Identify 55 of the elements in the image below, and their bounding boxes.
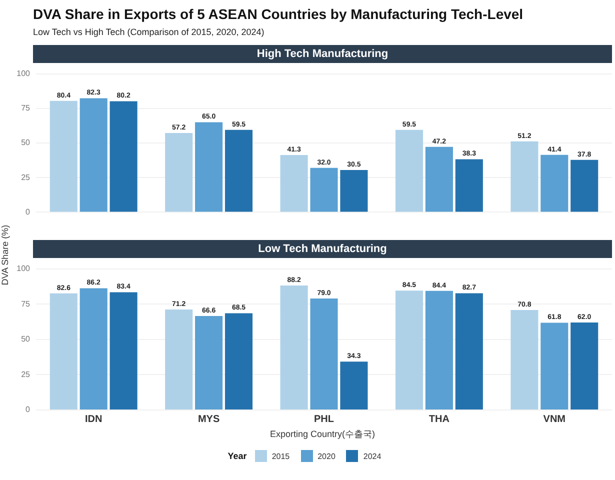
x-axis-title: Exporting Country(수출국) (268, 428, 376, 441)
bar (425, 146, 453, 212)
bar (395, 130, 424, 212)
legend-label: 2024 (363, 452, 382, 460)
bar (540, 154, 568, 212)
x-tick-label: MYS (198, 414, 220, 425)
bar (165, 133, 193, 212)
bar (510, 141, 538, 212)
y-tick-label: 25 (21, 172, 31, 182)
y-axis-title: DVA Share (%) (0, 224, 10, 288)
bar (280, 285, 308, 410)
bar (110, 101, 138, 212)
bar (510, 310, 538, 410)
bar (224, 313, 253, 410)
y-tick-label: 50 (21, 138, 31, 148)
y-tick-label: 100 (16, 69, 31, 78)
bar (80, 98, 108, 212)
chart-title: High Tech Manufacturing (33, 45, 612, 63)
bar (80, 288, 108, 410)
bar (340, 170, 368, 212)
bar (165, 309, 193, 410)
legend-title: Year (228, 451, 247, 461)
x-tick-label: THA (428, 414, 450, 425)
legend-label: 2015 (272, 452, 290, 460)
bar (455, 293, 483, 410)
y-tick-label: 75 (21, 299, 31, 308)
x-tick-label: IDN (84, 414, 102, 425)
bar (280, 155, 308, 212)
y-tick-label: 100 (16, 264, 31, 274)
bar (570, 160, 598, 212)
y-tick-label: 0 (26, 207, 31, 216)
y-tick-label: 25 (21, 370, 31, 379)
y-tick-label: 75 (21, 104, 31, 113)
legend-label: 2020 (318, 452, 336, 460)
bar (50, 100, 78, 212)
text: Low Tech vs High Tech (Comparison of 2015, 2020, 2024) (33, 27, 264, 37)
bar (195, 122, 223, 212)
text: DVA Share in Exports of 5 ASEAN Countries by Manufacturing Tech-Level (33, 6, 524, 22)
bar (310, 298, 338, 410)
bar (340, 362, 368, 410)
bar (570, 322, 598, 410)
chart-title: Low Tech Manufacturing (33, 240, 612, 258)
x-tick-label: VNM (543, 414, 566, 425)
bar (50, 293, 78, 410)
bar (455, 159, 483, 212)
bar (425, 290, 453, 410)
bar (395, 290, 424, 410)
bar (195, 316, 223, 410)
bar (110, 292, 138, 410)
x-tick-label: PHL (314, 414, 334, 425)
bar (310, 168, 338, 212)
bar (224, 130, 253, 212)
y-tick-label: 50 (21, 334, 31, 344)
bar (540, 322, 568, 410)
y-tick-label: 0 (26, 405, 31, 414)
